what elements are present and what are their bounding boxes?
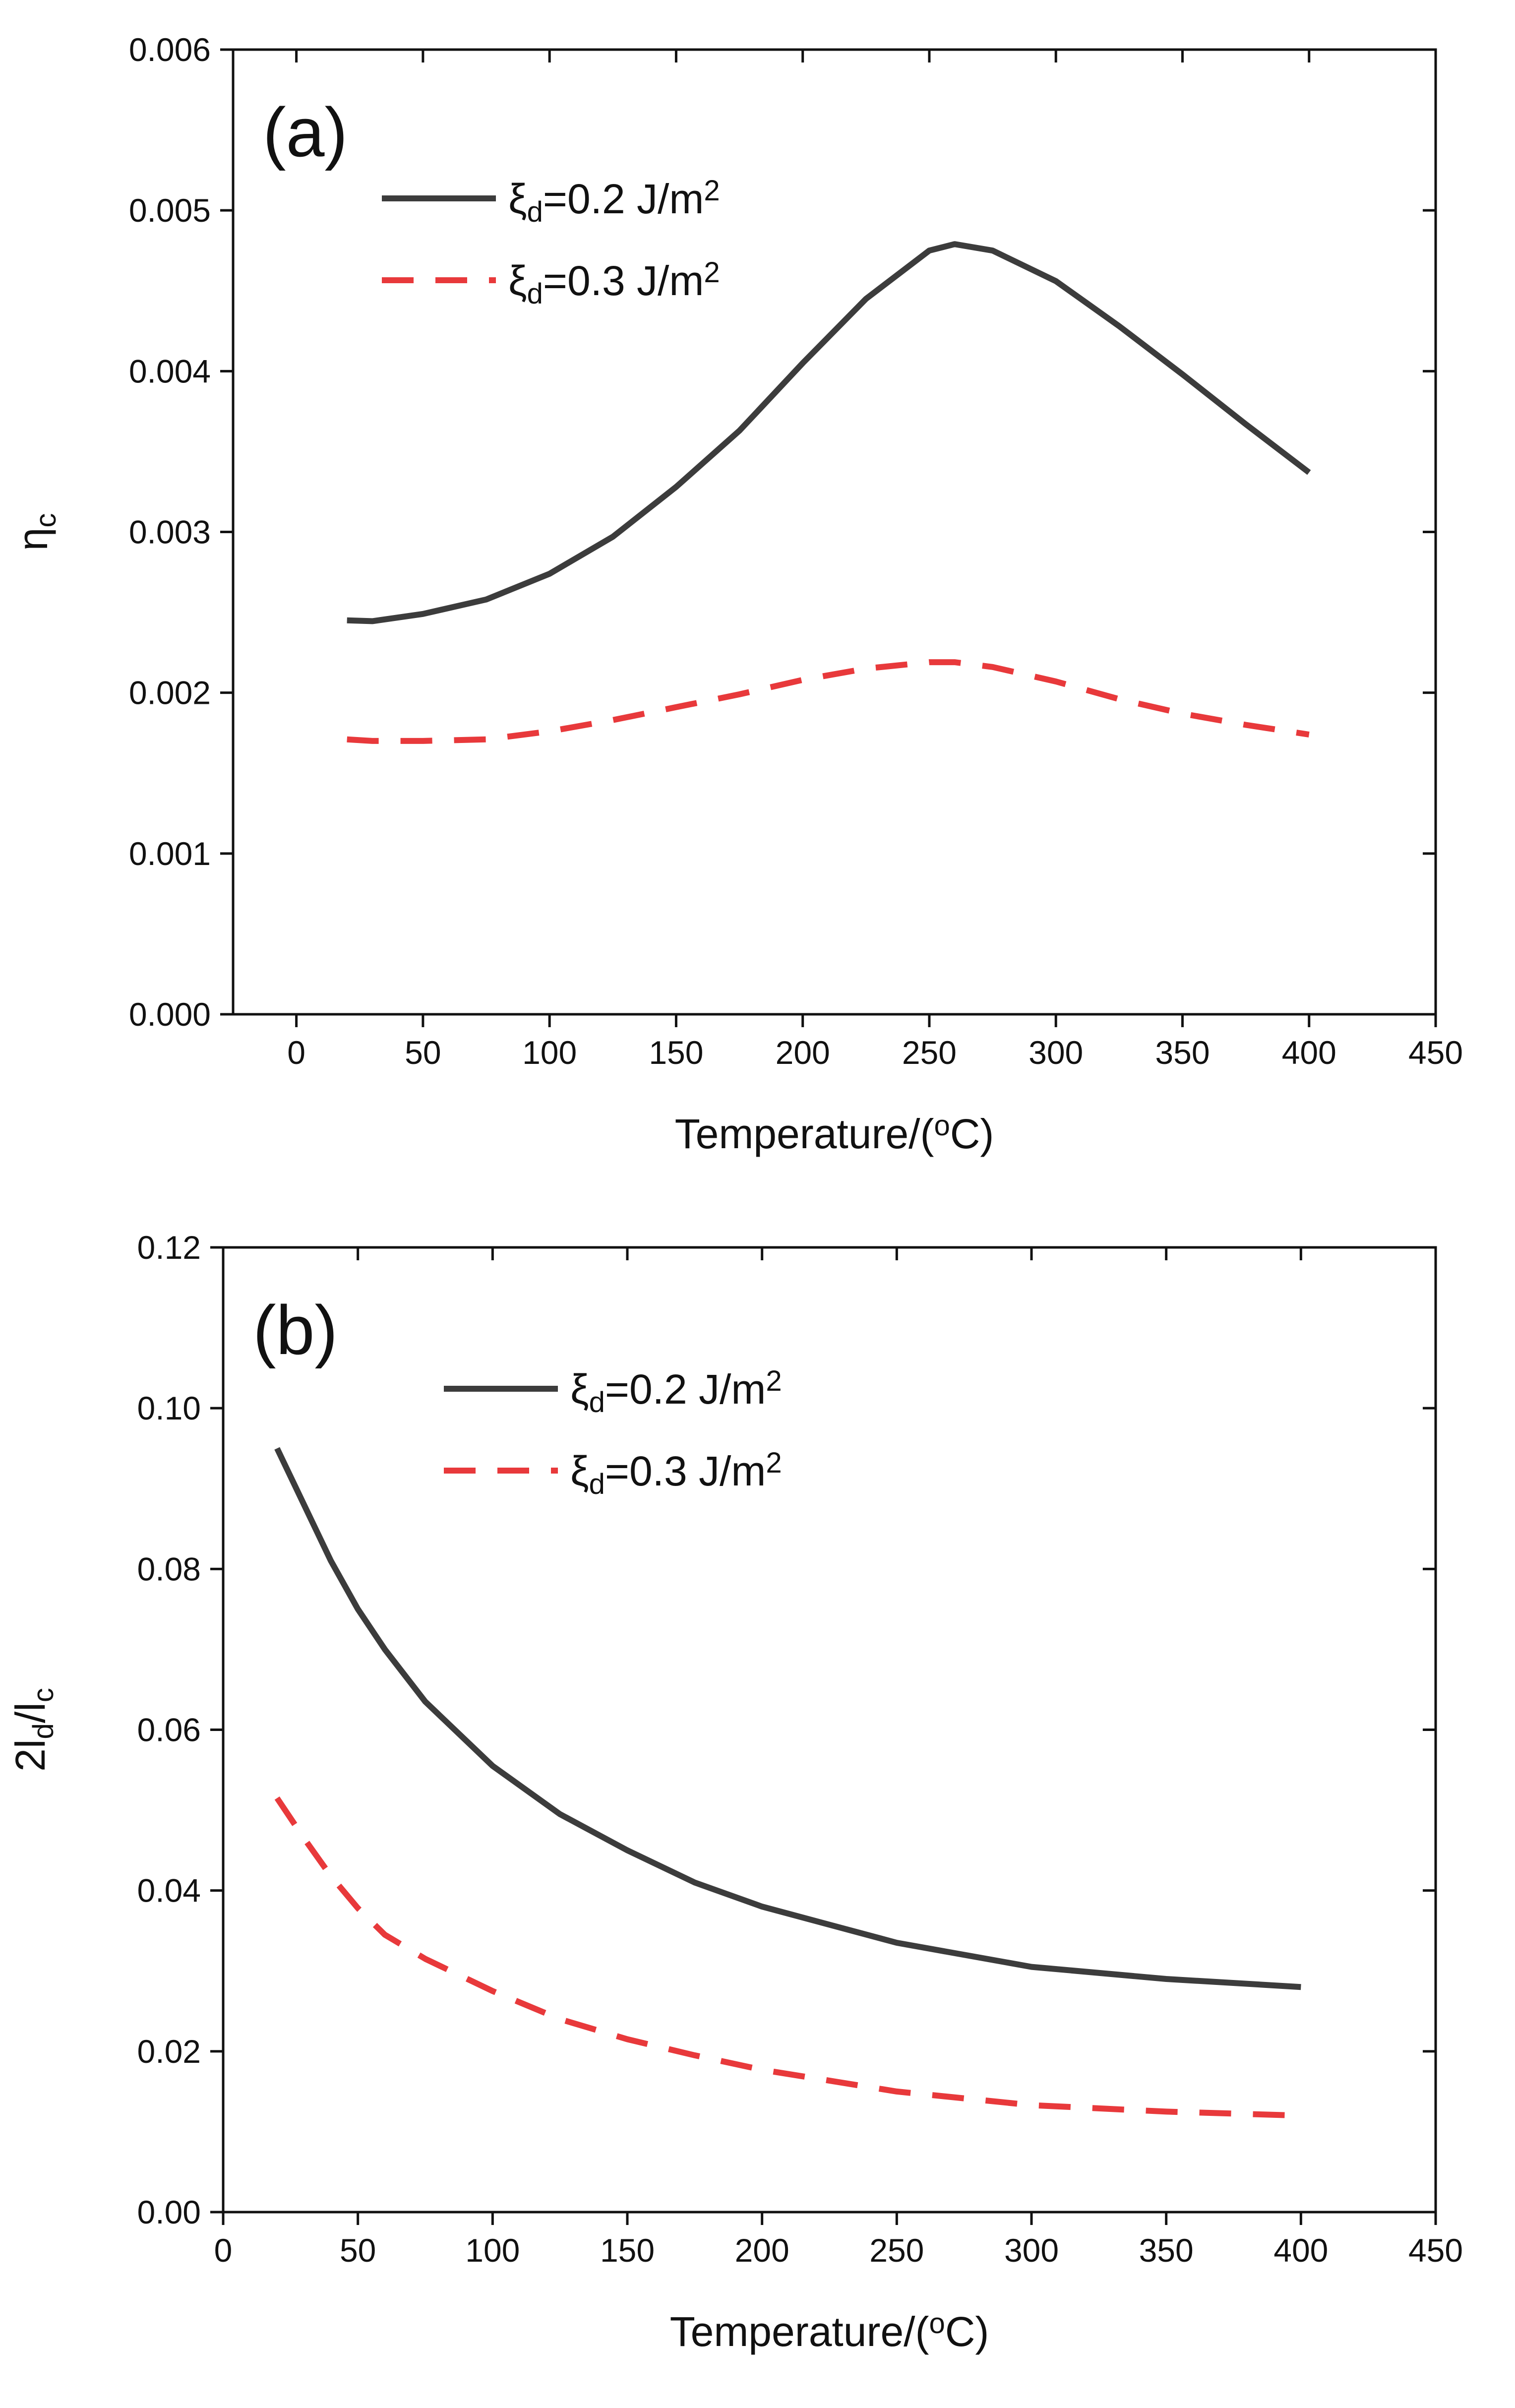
- legend-entry-1: ξd=0.2 J/m2: [508, 175, 720, 228]
- series-line-2: [274, 1796, 1301, 2119]
- y-axis-title: 2ld/lc: [7, 1688, 60, 1772]
- legend-entry-2: ξd=0.3 J/m2: [508, 256, 720, 310]
- x-axis-title: Temperature/(oC): [670, 2307, 989, 2355]
- y-tick-label: 0.002: [129, 675, 211, 711]
- x-tick-label: 200: [776, 1034, 830, 1071]
- panel-label: (b): [253, 1291, 338, 1369]
- y-tick-label: 0.005: [129, 192, 211, 229]
- y-tick-label: 0.02: [137, 2033, 201, 2070]
- x-tick-label: 400: [1273, 2232, 1328, 2269]
- x-tick-label: 50: [405, 1034, 441, 1071]
- x-tick-label: 250: [902, 1034, 957, 1071]
- y-tick-label: 0.004: [129, 353, 211, 389]
- x-tick-label: 450: [1408, 1034, 1463, 1071]
- series-line-2: [347, 659, 1310, 744]
- legend-entry-1: ξd=0.2 J/m2: [570, 1365, 782, 1419]
- x-tick-label: 200: [735, 2232, 789, 2269]
- x-tick-label: 450: [1408, 2232, 1463, 2269]
- x-tick-label: 150: [649, 1034, 703, 1071]
- x-tick-label: 350: [1155, 1034, 1210, 1071]
- panel-a: 0 50 100 150 200 250 300 350 400 450 0.000 0.001 0.0…: [9, 31, 1463, 1157]
- x-tick-label: 0: [287, 1034, 305, 1071]
- x-tick-label: 0: [214, 2232, 233, 2269]
- y-tick-label: 0.003: [129, 514, 211, 551]
- panel-b: 0 50 100 150 200 250 300 350 400 450 0.00 0.02 0.04 0…: [7, 1229, 1463, 2355]
- y-tick-label: 0.001: [129, 835, 211, 872]
- x-tick-label: 300: [1029, 1034, 1083, 1071]
- y-tick-label: 0.06: [137, 1712, 201, 1748]
- x-axis-title: Temperature/(oC): [675, 1110, 994, 1157]
- x-tick-label: 400: [1282, 1034, 1336, 1071]
- y-tick-label: 0.12: [137, 1229, 201, 1266]
- x-tick-label: 50: [340, 2232, 376, 2269]
- y-tick-label: 0.08: [137, 1550, 201, 1587]
- series-line-1: [274, 1447, 1301, 1990]
- x-tick-label: 300: [1004, 2232, 1059, 2269]
- x-tick-label: 250: [869, 2232, 924, 2269]
- y-tick-label: 0.006: [129, 31, 211, 68]
- series-line-1: [347, 241, 1311, 624]
- x-tick-label: 100: [522, 1034, 577, 1071]
- y-tick-label: 0.04: [137, 1872, 201, 1909]
- x-tick-label: 350: [1139, 2232, 1194, 2269]
- y-axis-title: ηc: [9, 513, 62, 551]
- plot-frame: [222, 1246, 1437, 2214]
- y-tick-label: 0.10: [137, 1390, 201, 1426]
- legend-entry-2: ξd=0.3 J/m2: [570, 1447, 782, 1500]
- panel-label: (a): [263, 93, 348, 171]
- plot-frame: [232, 48, 1437, 1016]
- x-tick-label: 100: [465, 2232, 520, 2269]
- y-tick-label: 0.00: [137, 2194, 201, 2230]
- x-tick-label: 150: [600, 2232, 655, 2269]
- y-tick-label: 0.000: [129, 996, 211, 1033]
